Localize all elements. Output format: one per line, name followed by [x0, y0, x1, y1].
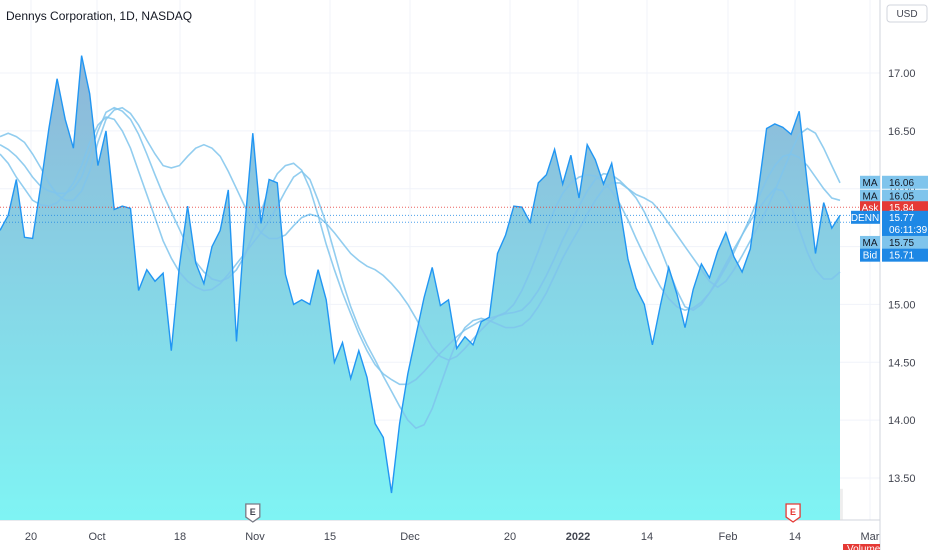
- price-label-value: 16.05: [889, 192, 914, 203]
- volume-label-text: Volume: [847, 544, 881, 550]
- price-label-value: 15.77: [889, 213, 914, 224]
- x-tick-label: Oct: [88, 531, 105, 543]
- earnings-marker[interactable]: E: [785, 503, 801, 523]
- y-tick-label: 14.50: [888, 357, 916, 369]
- price-label-value: 15.75: [889, 238, 914, 249]
- y-tick-label: 14.00: [888, 415, 916, 427]
- price-label-name: MA: [863, 192, 878, 203]
- x-tick-label: Nov: [245, 531, 265, 543]
- price-label-value: 15.84: [889, 203, 914, 214]
- y-tick-label: 13.50: [888, 473, 916, 485]
- currency-label: USD: [896, 9, 917, 20]
- price-label-bid: Bid 15.71: [860, 248, 928, 262]
- price-label-value: 16.06: [889, 178, 914, 189]
- earnings-marker-label: E: [790, 507, 796, 517]
- price-label-name: Bid: [863, 251, 877, 262]
- price-label-countdown: 06:11:39: [889, 225, 928, 236]
- price-label-name: MA: [863, 238, 878, 249]
- y-tick-label: 17.00: [888, 68, 916, 80]
- chart-symbol-title: Dennys Corporation, 1D, NASDAQ: [6, 9, 192, 23]
- x-tick-label: 14: [789, 531, 801, 543]
- x-tick-label: 20: [25, 531, 37, 543]
- price-label-name: MA: [863, 178, 878, 189]
- currency-button[interactable]: USD: [886, 4, 928, 23]
- y-tick-label: 16.50: [888, 126, 916, 138]
- price-label-name: Ask: [862, 203, 880, 214]
- x-tick-label: Mar: [861, 531, 880, 543]
- earnings-marker-label: E: [250, 507, 256, 517]
- moving-average-line: [0, 106, 841, 386]
- x-tick-label: 15: [324, 531, 336, 543]
- price-label-ma: MA 16.05: [860, 189, 928, 203]
- x-tick-label: 18: [174, 531, 186, 543]
- volume-label: Volume: [843, 544, 881, 550]
- price-label-ma: MA 15.75: [860, 235, 928, 249]
- price-line: [0, 55, 841, 494]
- x-tick-label: 2022: [566, 531, 590, 543]
- price-label-ma: MA 16.06: [860, 175, 928, 189]
- price-label-name: DENN: [851, 213, 879, 224]
- x-tick-label: 20: [504, 531, 516, 543]
- time-axis[interactable]: 20 Oct 18 Nov 15 Dec 20 2022 14 Feb 14 Mar: [25, 531, 880, 543]
- x-tick-label: Dec: [400, 531, 420, 543]
- price-label-value: 15.71: [889, 251, 914, 262]
- price-area: [0, 55, 840, 520]
- x-tick-label: 14: [641, 531, 653, 543]
- moving-average-line: [0, 116, 841, 430]
- x-tick-label: Feb: [719, 531, 738, 543]
- earnings-marker[interactable]: E: [245, 503, 261, 523]
- y-tick-label: 15.00: [888, 299, 916, 311]
